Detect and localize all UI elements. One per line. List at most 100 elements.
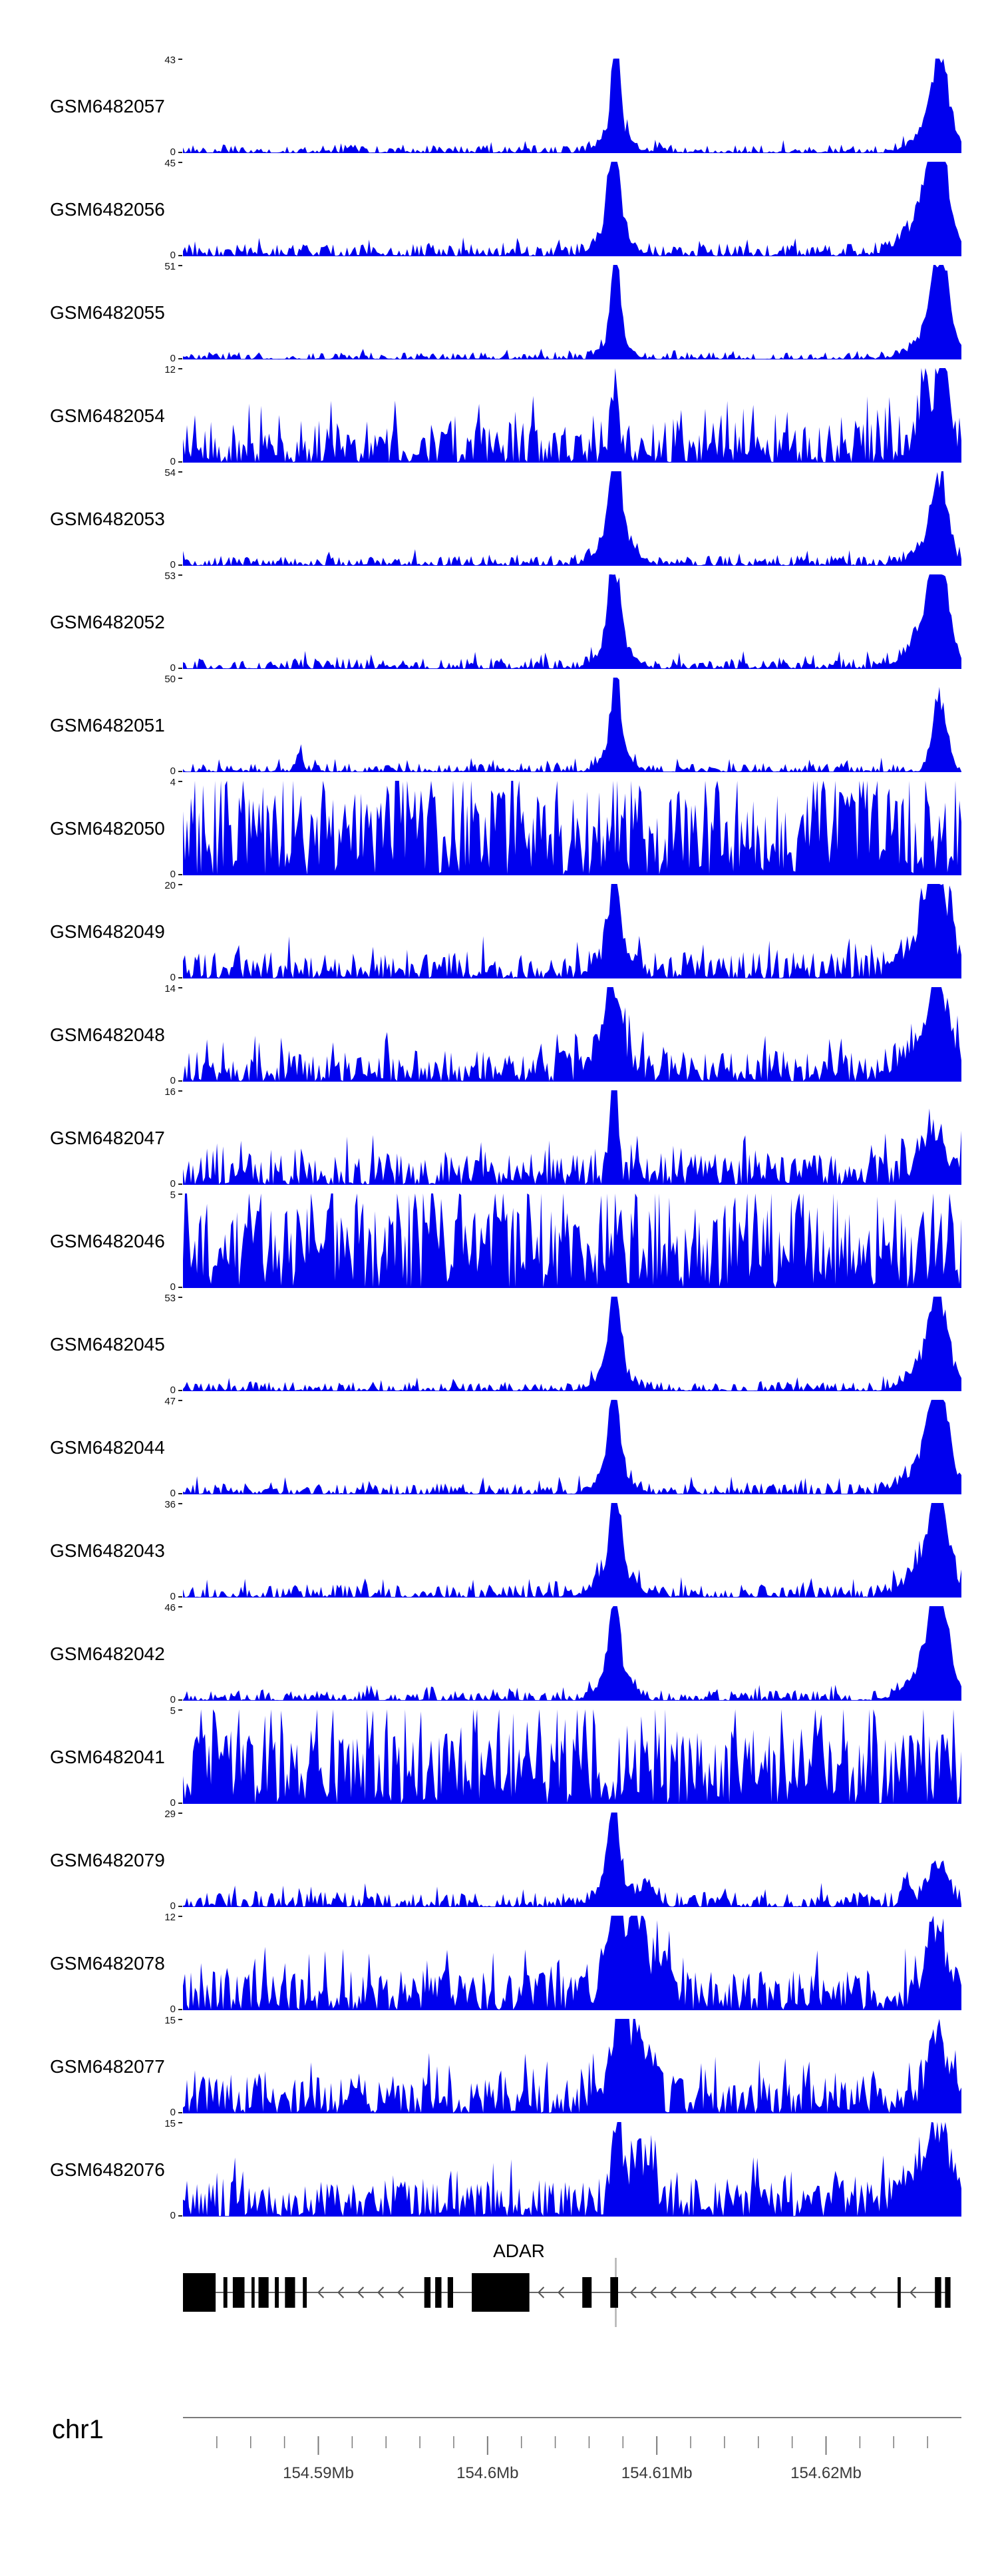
track-ymax-label: 53 (164, 1293, 176, 1304)
coverage-signal (183, 1193, 961, 1288)
track-ymax-label: 16 (164, 1086, 176, 1098)
yaxis-tick (178, 2009, 182, 2010)
yaxis-tick (178, 1813, 182, 1814)
track-ymin-label: 0 (170, 1281, 176, 1293)
coverage-track-row: GSM6482076 15 0 (0, 2118, 998, 2221)
track-ymin-label: 0 (170, 1900, 176, 1912)
coverage-signal (183, 1606, 961, 1701)
coverage-track-row: GSM6482045 53 0 (0, 1293, 998, 1396)
track-label: GSM6482079 (50, 1850, 165, 1870)
coverage-signal (183, 1090, 961, 1185)
yaxis-tick (178, 1183, 182, 1185)
chromosome-label: chr1 (52, 2415, 104, 2444)
coverage-signal (183, 1297, 961, 1391)
track-label: GSM6482041 (50, 1747, 165, 1767)
yaxis-tick (178, 2215, 182, 2217)
track-ymax-label: 20 (164, 880, 176, 891)
axis-tick-label: 154.6Mb (456, 2464, 519, 2482)
track-ymin-label: 0 (170, 1591, 176, 1602)
track-ymax-label: 47 (164, 1396, 176, 1407)
yaxis-tick (178, 1287, 182, 1288)
track-label: GSM6482054 (50, 405, 165, 426)
gene-model-track (183, 2258, 951, 2327)
track-ymax-label: 54 (164, 467, 176, 479)
track-label: GSM6482045 (50, 1334, 165, 1355)
yaxis-tick (178, 2112, 182, 2113)
track-label: GSM6482049 (50, 921, 165, 942)
genome-axis-ruler (183, 2417, 961, 2455)
track-ymin-label: 0 (170, 1797, 176, 1809)
coverage-signal (183, 987, 961, 1082)
track-ymax-label: 15 (164, 2118, 176, 2129)
yaxis-tick (178, 59, 182, 60)
track-ymin-label: 0 (170, 559, 176, 570)
yaxis-tick (178, 574, 182, 576)
track-label: GSM6482078 (50, 1953, 165, 1974)
yaxis-tick (178, 265, 182, 266)
coverage-track-row: GSM6482046 5 0 (0, 1189, 998, 1293)
yaxis-tick (178, 564, 182, 566)
yaxis-tick (178, 781, 182, 782)
yaxis-tick (178, 1606, 182, 1608)
coverage-signal (183, 471, 961, 566)
coverage-signal (183, 1503, 961, 1598)
track-ymin-label: 0 (170, 2004, 176, 2015)
coverage-track-row: GSM6482057 43 0 (0, 55, 998, 158)
track-label: GSM6482047 (50, 1128, 165, 1148)
yaxis-tick (178, 1709, 182, 1711)
gene-name-label: ADAR (493, 2241, 545, 2261)
track-label: GSM6482044 (50, 1437, 165, 1458)
track-label: GSM6482057 (50, 96, 165, 116)
yaxis-tick (178, 2019, 182, 2020)
track-label: GSM6482042 (50, 1643, 165, 1664)
track-ymin-label: 0 (170, 456, 176, 467)
yaxis-tick (178, 1080, 182, 1082)
yaxis-tick (178, 1596, 182, 1598)
coverage-signal (183, 884, 961, 978)
track-ymax-label: 12 (164, 1912, 176, 1923)
track-ymax-label: 43 (164, 55, 176, 66)
yaxis-tick (178, 152, 182, 153)
yaxis-tick (178, 668, 182, 669)
axis-tick-label: 154.59Mb (283, 2464, 354, 2482)
coverage-signal (183, 2019, 961, 2113)
yaxis-tick (178, 874, 182, 875)
coverage-track-row: GSM6482049 20 0 (0, 880, 998, 983)
coverage-signal (183, 678, 961, 772)
coverage-signal (183, 2122, 961, 2217)
axis-tick-label: 154.62Mb (790, 2464, 862, 2482)
coverage-signal (183, 162, 961, 256)
coverage-track-row: GSM6482078 12 0 (0, 1912, 998, 2015)
track-label: GSM6482076 (50, 2159, 165, 2180)
track-ymin-label: 0 (170, 1488, 176, 1499)
track-ymin-label: 0 (170, 2210, 176, 2221)
yaxis-tick (178, 1803, 182, 1804)
coverage-track-row: GSM6482055 51 0 (0, 261, 998, 364)
yaxis-tick (178, 461, 182, 463)
axis-tick-label: 154.61Mb (621, 2464, 693, 2482)
track-ymin-label: 0 (170, 972, 176, 983)
coverage-signal (183, 265, 961, 359)
coverage-track-row: GSM6482042 46 0 (0, 1602, 998, 1705)
track-ymax-label: 36 (164, 1499, 176, 1510)
yaxis-tick (178, 987, 182, 988)
track-ymax-label: 15 (164, 2015, 176, 2026)
coverage-signal (183, 59, 961, 153)
yaxis-tick (178, 368, 182, 369)
track-label: GSM6482056 (50, 199, 165, 220)
coverage-signal (183, 1916, 961, 2010)
coverage-signal (183, 1400, 961, 1494)
track-ymin-label: 0 (170, 1075, 176, 1086)
track-label: GSM6482050 (50, 818, 165, 839)
yaxis-tick (178, 771, 182, 772)
track-ymax-label: 51 (164, 261, 176, 272)
yaxis-tick (178, 471, 182, 473)
yaxis-tick (178, 255, 182, 256)
coverage-signal (183, 1709, 961, 1804)
track-ymax-label: 14 (164, 983, 176, 994)
yaxis-tick (178, 1916, 182, 1917)
track-ymax-label: 50 (164, 674, 176, 685)
yaxis-tick (178, 1493, 182, 1494)
track-label: GSM6482048 (50, 1024, 165, 1045)
